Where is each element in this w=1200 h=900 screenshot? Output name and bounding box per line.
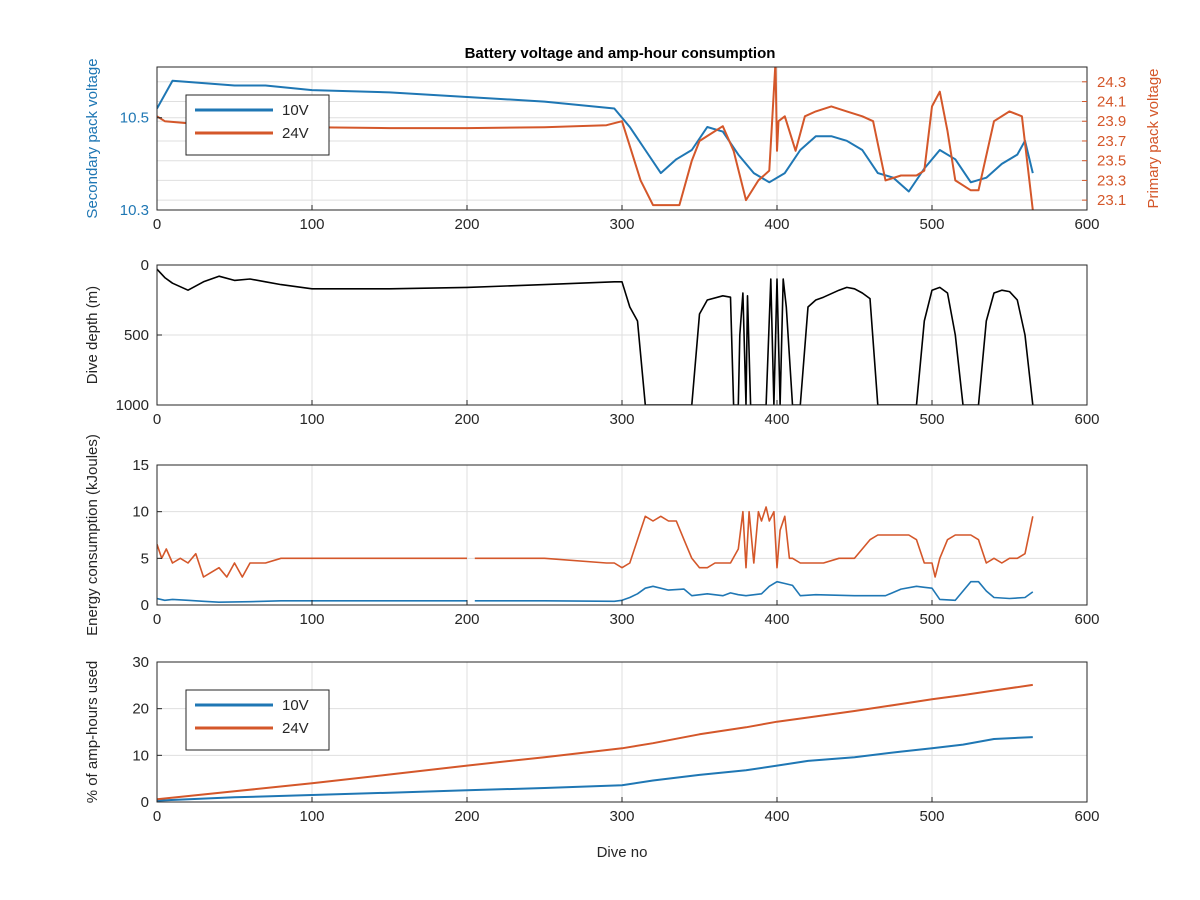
y-axis-label: Secondary pack voltage (84, 58, 101, 218)
legend-box (185, 94, 330, 156)
y-tick-label: 0 (141, 597, 149, 614)
depth-panel: 0 100 200 300 400 500 600 0 500 1000 Dive depth (m… (84, 257, 1100, 428)
y-axis-label: % of amp-hours used (84, 661, 101, 804)
y-tick-label: 500 (124, 327, 149, 344)
x-tick-label: 100 (299, 808, 324, 825)
x-tick-label: 400 (764, 611, 789, 628)
y-right-tick-label: 23.5 (1097, 153, 1126, 170)
series-line-amphours-24v (157, 683, 1033, 801)
y-tick-label: 20 (132, 701, 149, 718)
x-tick-label: 500 (919, 411, 944, 428)
x-tick-label: 500 (919, 808, 944, 825)
y-right-tick-label: 23.3 (1097, 172, 1126, 189)
y-tick-label: 0 (141, 794, 149, 811)
series-line-energy-1 (157, 506, 1034, 578)
chart-title: Battery voltage and amp-hour consumption (465, 45, 776, 62)
y-axis-label: Energy consumption (kJoules) (84, 434, 101, 636)
x-tick-label: 100 (299, 216, 324, 233)
y-tick-label: 10 (132, 504, 149, 521)
y-right-tick-label: 23.9 (1097, 113, 1126, 130)
x-tick-label: 0 (153, 216, 161, 233)
amphours-panel: 0 100 200 300 400 500 600 0 10 20 30 % of amp-hours… (84, 654, 1100, 861)
x-tick-label: 100 (299, 411, 324, 428)
x-tick-label: 300 (609, 411, 634, 428)
x-tick-label: 400 (764, 411, 789, 428)
voltage-panel: 0 100 200 300 400 500 600 10.3 10.5 23.1 23.3 23.5 2… (84, 58, 1162, 233)
x-tick-label: 0 (153, 808, 161, 825)
x-tick-label: 200 (454, 216, 479, 233)
x-tick-label: 500 (919, 611, 944, 628)
y-right-tick-label: 24.1 (1097, 94, 1126, 111)
y-tick-label: 10.5 (120, 110, 149, 127)
legend-label: 10V (282, 102, 309, 119)
legend-label: 24V (282, 720, 309, 737)
x-tick-label: 200 (454, 611, 479, 628)
y-right-axis-label: Primary pack voltage (1145, 68, 1162, 208)
legend-box (185, 689, 330, 751)
x-tick-label: 200 (454, 411, 479, 428)
series-line-amphours-10v (157, 736, 1033, 802)
x-tick-label: 0 (153, 611, 161, 628)
y-tick-label: 10 (132, 747, 149, 764)
x-tick-label: 600 (1074, 611, 1099, 628)
series-line-depth-0 (157, 268, 1034, 405)
x-tick-label: 200 (454, 808, 479, 825)
x-tick-label: 600 (1074, 411, 1099, 428)
x-tick-label: 300 (609, 808, 634, 825)
series-line-voltage-24v (157, 67, 1034, 210)
y-tick-label: 30 (132, 654, 149, 671)
x-tick-label: 400 (764, 216, 789, 233)
y-tick-label: 10.3 (120, 202, 149, 219)
y-axis-label: Dive depth (m) (84, 286, 101, 384)
x-axis-label: Dive no (597, 844, 648, 861)
x-tick-label: 600 (1074, 216, 1099, 233)
y-tick-label: 15 (132, 457, 149, 474)
y-right-tick-label: 23.7 (1097, 133, 1126, 150)
x-tick-label: 100 (299, 611, 324, 628)
x-tick-label: 600 (1074, 808, 1099, 825)
x-tick-label: 300 (609, 611, 634, 628)
legend-label: 10V (282, 697, 309, 714)
y-tick-label: 0 (141, 257, 149, 274)
y-right-tick-label: 24.3 (1097, 74, 1126, 91)
y-tick-label: 1000 (116, 397, 149, 414)
energy-panel: 0 100 200 300 400 500 600 0 5 10 15 Energy consumpt… (84, 434, 1100, 636)
series-line-energy-0 (157, 580, 1034, 603)
x-tick-label: 0 (153, 411, 161, 428)
y-right-tick-label: 23.1 (1097, 192, 1126, 209)
legend-label: 24V (282, 125, 309, 142)
x-tick-label: 300 (609, 216, 634, 233)
y-tick-label: 5 (141, 550, 149, 567)
x-tick-label: 500 (919, 216, 944, 233)
x-tick-label: 400 (764, 808, 789, 825)
